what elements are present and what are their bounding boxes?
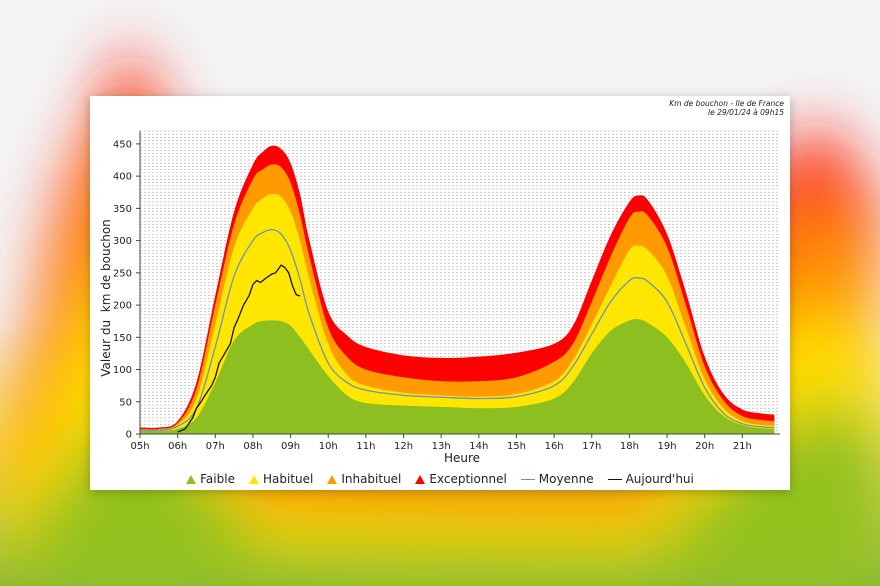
legend-swatch-inhabituel [327, 474, 338, 484]
legend-label-aujourdhui: Aujourd'hui [625, 472, 694, 486]
y-tick-label: 100 [113, 365, 132, 376]
x-tick-label: 21h [733, 441, 752, 452]
legend-swatch-moyenne [520, 478, 535, 480]
line-aujourdhui [177, 264, 301, 433]
y-tick-label: 200 [113, 301, 132, 312]
axes: 0 50 100 150 200 250 300 350 400 450 05h 06h 07h 08h 0… [113, 131, 780, 452]
y-tick-label: 0 [126, 430, 132, 441]
legend-item-inhabituel: Inhabituel [327, 472, 401, 486]
area-series [140, 145, 775, 434]
x-tick-label: 18h [620, 441, 639, 452]
line-moyenne [139, 228, 775, 432]
legend-swatch-aujourdhui [607, 478, 622, 480]
y-tick-label: 350 [113, 204, 132, 215]
legend-label-moyenne: Moyenne [538, 472, 594, 486]
x-tick-label: 19h [658, 441, 677, 452]
y-tick-label: 450 [113, 139, 132, 150]
x-tick-label: 20h [695, 441, 714, 452]
x-tick-label: 15h [507, 441, 526, 452]
legend-item-exceptionnel: Exceptionnel [415, 472, 507, 486]
x-tick-label: 11h [356, 441, 375, 452]
x-tick-label: 09h [281, 441, 300, 452]
x-tick-label: 10h [319, 441, 338, 452]
x-tick-label: 13h [432, 441, 451, 452]
chart-stamp-title: Km de bouchon - Ile de France [669, 99, 784, 108]
legend: Faible Habituel Inhabituel Exceptionnel … [90, 470, 790, 488]
legend-item-moyenne: Moyenne [520, 472, 594, 486]
x-tick-label: 17h [582, 441, 601, 452]
y-tick-label: 150 [113, 333, 132, 344]
legend-label-exceptionnel: Exceptionnel [429, 472, 507, 486]
x-tick-label: 12h [394, 441, 413, 452]
x-axis-label: Heure [444, 451, 480, 465]
y-tick-label: 50 [119, 397, 132, 408]
x-tick-label: 05h [130, 441, 149, 452]
y-tick-label: 250 [113, 268, 132, 279]
x-tick-label: 08h [243, 441, 262, 452]
legend-item-habituel: Habituel [248, 472, 314, 486]
x-tick-label: 14h [469, 441, 488, 452]
legend-label-inhabituel: Inhabituel [341, 472, 402, 486]
y-tick-label: 400 [113, 172, 132, 183]
legend-swatch-habituel [248, 474, 259, 484]
legend-label-faible: Faible [200, 472, 235, 486]
chart-stamp-date: le 29/01/24 à 09h15 [708, 108, 784, 117]
line-series [139, 228, 775, 433]
legend-item-faible: Faible [186, 472, 235, 486]
legend-swatch-exceptionnel [415, 474, 426, 484]
area-faible [140, 318, 775, 434]
traffic-chart: 0 50 100 150 200 250 300 350 400 450 05h 06h 07h 08h 0… [99, 130, 780, 465]
y-axis-label: Valeur du km de bouchon [99, 219, 113, 377]
x-tick-label: 07h [206, 441, 225, 452]
x-tick-label: 16h [545, 441, 564, 452]
x-tick-label: 06h [168, 441, 187, 452]
legend-swatch-faible [186, 474, 197, 484]
legend-item-aujourdhui: Aujourd'hui [607, 472, 694, 486]
legend-label-habituel: Habituel [262, 472, 314, 486]
chart-card: 0 50 100 150 200 250 300 350 400 450 05h 06h 07h 08h 0… [90, 96, 790, 490]
y-tick-label: 300 [113, 236, 132, 247]
